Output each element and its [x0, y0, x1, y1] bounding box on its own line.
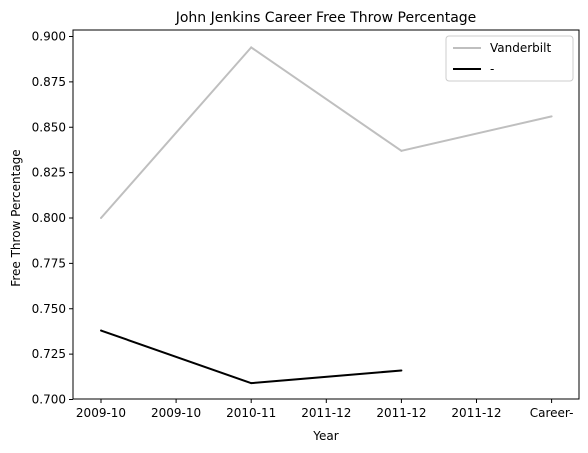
data-point [100, 329, 102, 332]
x-tick-label: 2010-11 [226, 406, 276, 420]
data-point [250, 382, 253, 385]
series-line-2 [100, 329, 402, 385]
x-tick-label: 2011-12 [451, 406, 501, 420]
x-axis-label: Year [312, 429, 338, 443]
data-point [400, 149, 403, 152]
data-point [550, 115, 553, 118]
y-tick-label: 0.825 [32, 166, 66, 180]
y-tick-label: 0.875 [32, 75, 66, 89]
plot-frame [72, 29, 580, 400]
series-line-1 [100, 46, 552, 219]
x-tick-label: 2011-12 [376, 406, 426, 420]
data-point [400, 369, 403, 372]
legend-label: - [490, 62, 494, 76]
data-point [250, 46, 253, 49]
y-tick-label: 0.800 [32, 211, 66, 225]
plot-area: 0.700 0.725 0.750 0.775 0.800 0.825 0.850 0.875… [32, 29, 580, 420]
x-tick-label: 2011-12 [301, 406, 351, 420]
data-point [100, 217, 102, 219]
legend: Vanderbilt - [445, 35, 574, 82]
legend-label: Vanderbilt [490, 41, 551, 55]
x-tick-label: 2009-10 [76, 406, 126, 420]
chart-title: John Jenkins Career Free Throw Percentag… [175, 10, 477, 26]
y-axis-label: Free Throw Percentage [9, 149, 23, 286]
y-tick-label: 0.900 [32, 30, 66, 44]
x-tick-label: 2009-10 [151, 406, 201, 420]
y-tick-label: 0.725 [32, 347, 66, 361]
y-tick-label: 0.700 [32, 393, 66, 407]
y-tick-label: 0.750 [32, 302, 66, 316]
y-tick-label: 0.850 [32, 120, 66, 134]
x-tick-label: Career- [530, 406, 574, 420]
y-tick-label: 0.775 [32, 256, 66, 270]
